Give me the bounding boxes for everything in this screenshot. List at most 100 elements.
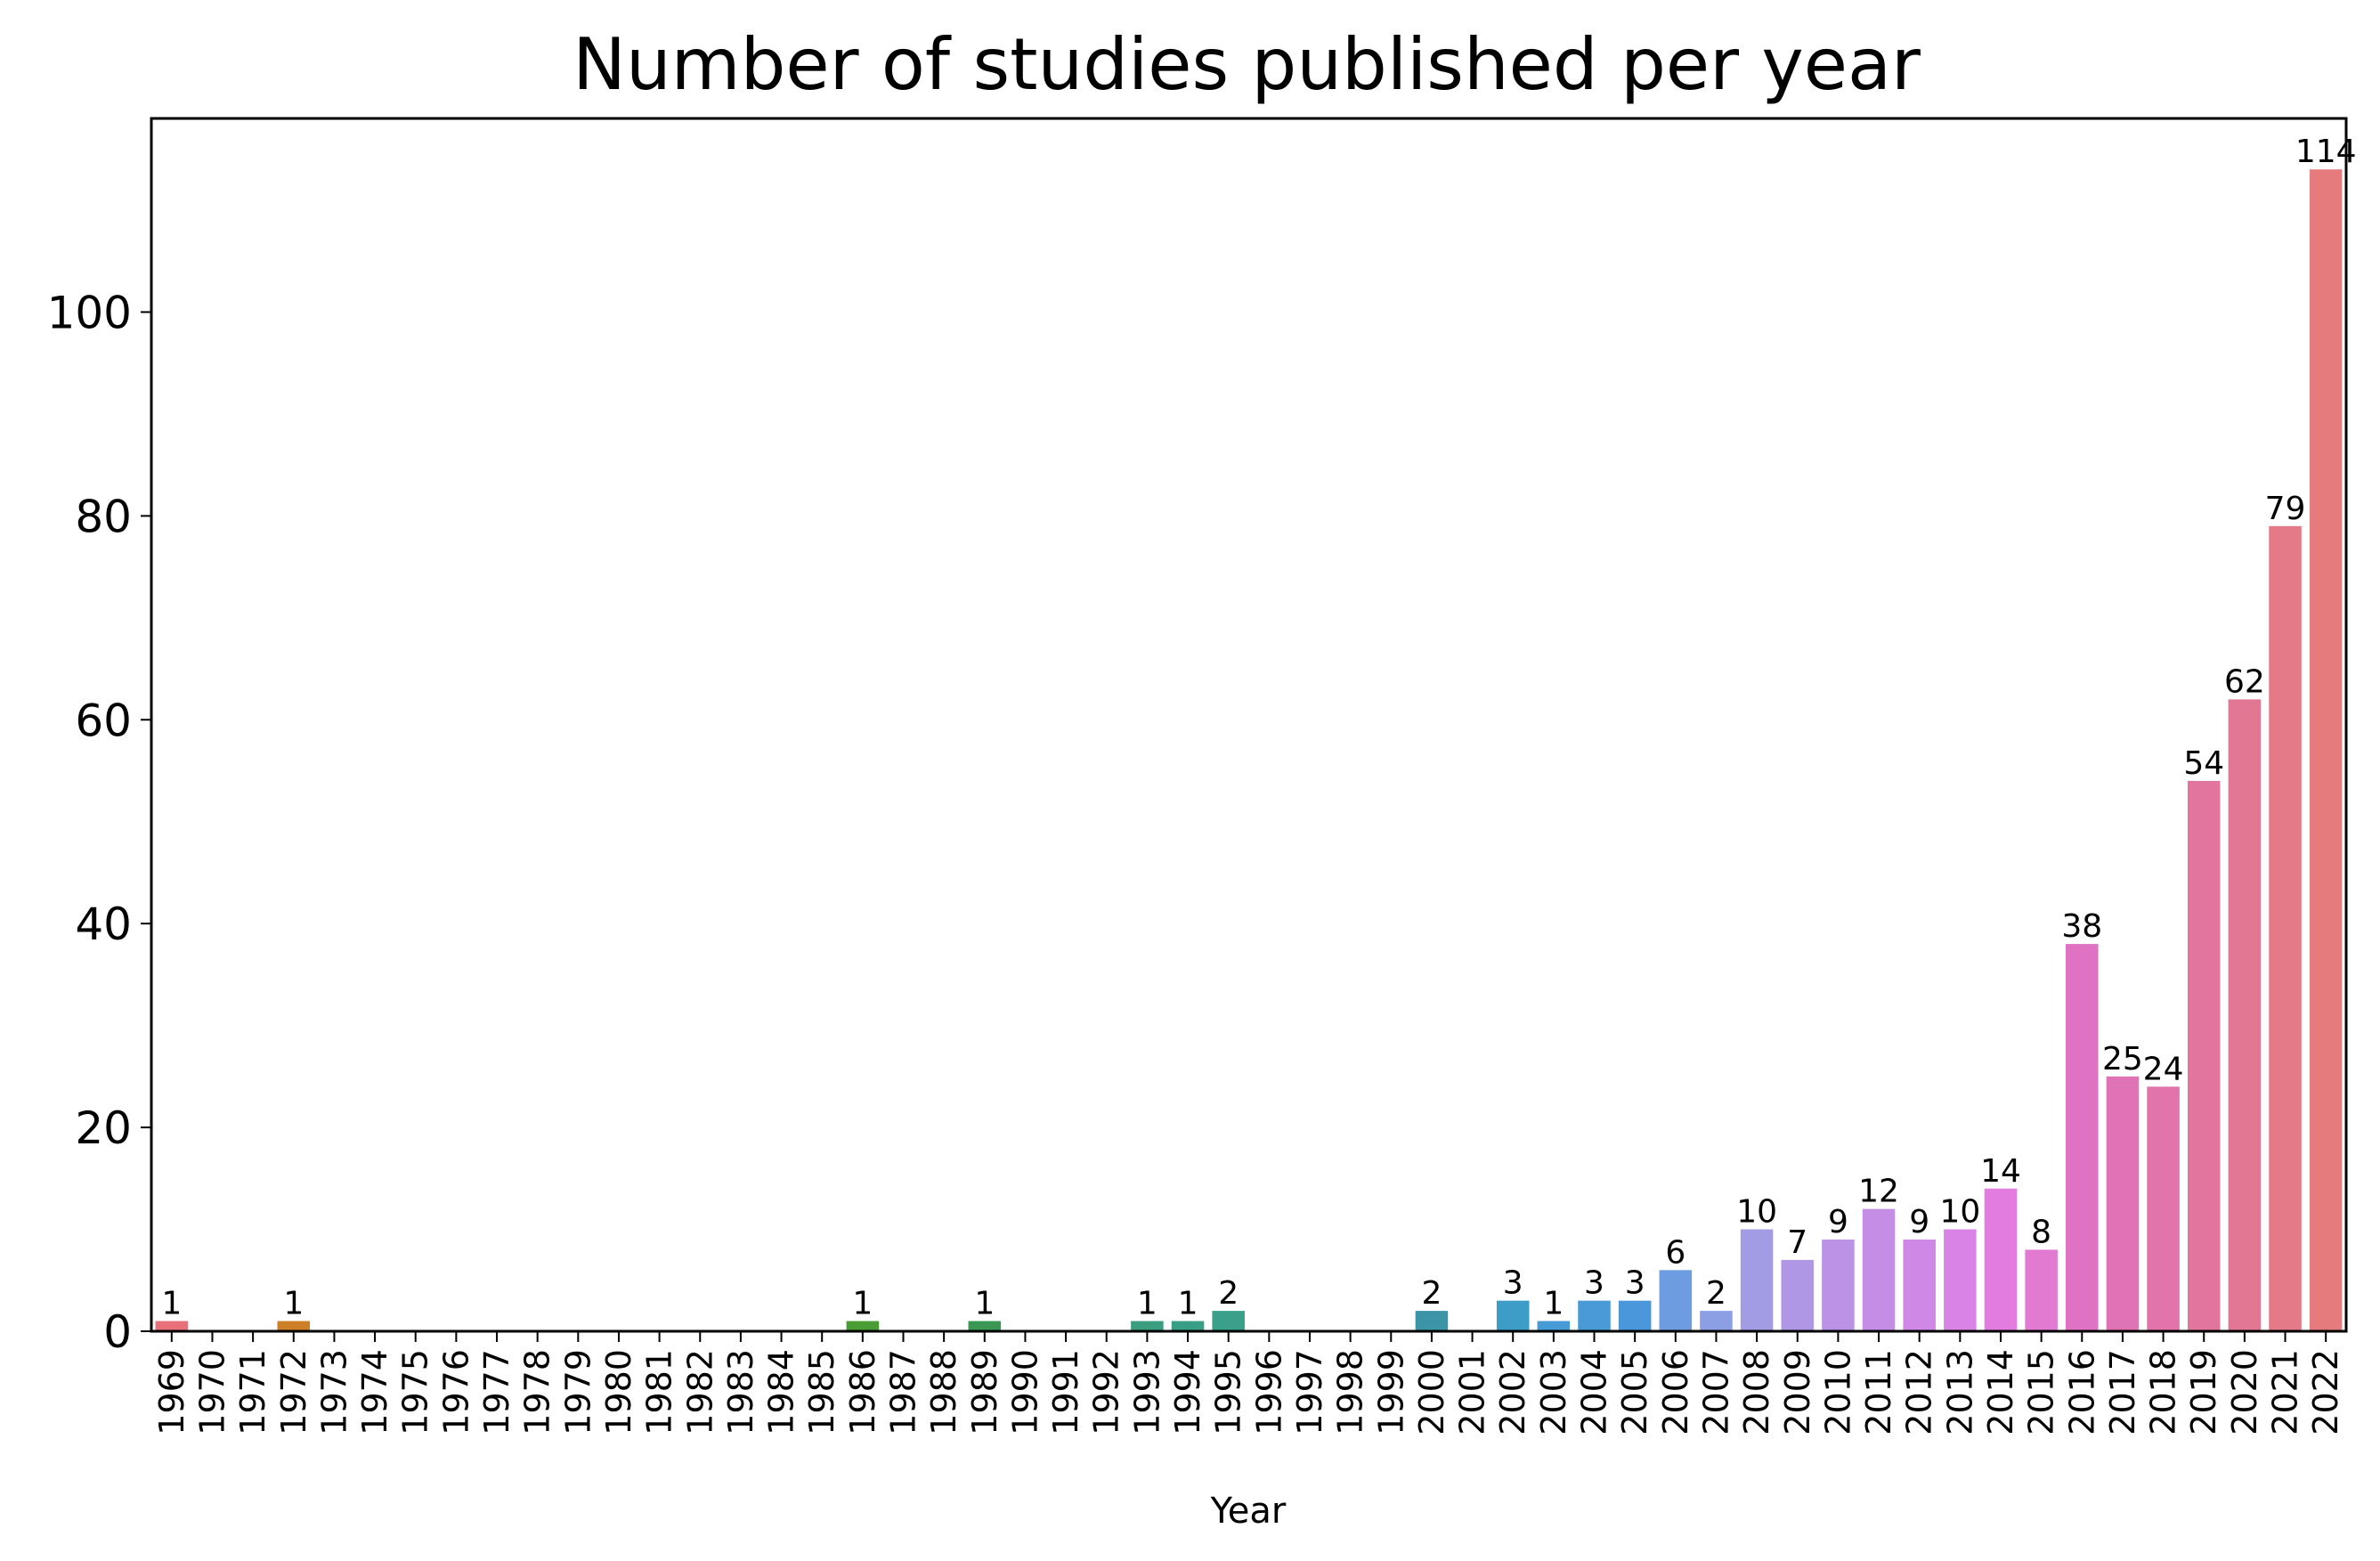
bar-label-2006: 6 [1665,1234,1685,1271]
bar-label-2004: 3 [1584,1265,1604,1302]
bar-2011 [1862,1208,1896,1331]
bar-label-2017: 25 [2102,1041,2143,1077]
bar-2010 [1822,1239,1855,1331]
bar-2021 [2269,525,2302,1331]
x-tick-label-1974: 1974 [355,1349,394,1435]
bar-2004 [1578,1300,1611,1331]
x-tick-label-2000: 2000 [1412,1349,1451,1435]
x-tick-label-1977: 1977 [477,1349,516,1435]
x-tick-label-1988: 1988 [924,1349,963,1435]
x-tick-label-1984: 1984 [762,1349,801,1435]
x-tick-label-1973: 1973 [314,1349,353,1435]
bar-2002 [1496,1300,1530,1331]
x-tick-label-1980: 1980 [599,1349,638,1435]
x-tick-label-2011: 2011 [1859,1349,1898,1435]
x-tick-label-2018: 2018 [2144,1349,2183,1435]
x-tick-label-2006: 2006 [1656,1349,1695,1435]
bar-1994 [1171,1321,1205,1331]
bar-1969 [155,1321,189,1331]
bar-2006 [1659,1270,1693,1331]
bar-label-2016: 38 [2061,908,2102,945]
x-tick-label-2010: 2010 [1818,1349,1857,1435]
x-tick-label-1992: 1992 [1087,1349,1126,1435]
x-tick-label-1998: 1998 [1331,1349,1370,1435]
bar-2000 [1415,1311,1449,1331]
x-tick-label-1986: 1986 [843,1349,882,1435]
bar-2007 [1700,1311,1733,1331]
x-tick-label-2022: 2022 [2306,1349,2345,1435]
bar-label-2008: 10 [1736,1194,1777,1231]
x-tick-label-1991: 1991 [1046,1349,1085,1435]
x-tick-label-1975: 1975 [396,1349,435,1435]
x-tick-label-1970: 1970 [192,1349,232,1435]
bar-label-1969: 1 [161,1286,182,1322]
x-tick-label-1972: 1972 [274,1349,313,1435]
bar-label-1986: 1 [852,1286,873,1322]
x-tick-label-2003: 2003 [1534,1349,1573,1435]
bar-1972 [277,1321,311,1331]
y-axis: 0 20 40 60 80 100 [47,287,151,1358]
bar-2018 [2147,1086,2180,1331]
bar-2013 [1944,1229,1977,1331]
bar-label-2021: 79 [2265,491,2306,527]
y-tick-label-80: 80 [75,491,132,542]
bar-label-2012: 9 [1909,1204,1929,1240]
bar-label-2018: 24 [2143,1051,2184,1087]
y-tick-label-40: 40 [75,898,132,950]
x-tick-label-2001: 2001 [1453,1349,1492,1435]
plot-frame [150,117,2348,1333]
x-tick-label-2014: 2014 [1981,1349,2020,1435]
x-tick-label-1993: 1993 [1127,1349,1166,1435]
bar-2017 [2106,1076,2140,1331]
x-tick-label-2012: 2012 [1900,1349,1939,1435]
bar-label-2002: 3 [1503,1265,1523,1302]
x-tick-label-2017: 2017 [2103,1349,2142,1435]
x-tick-label-2013: 2013 [1940,1349,1979,1435]
x-tick-label-2002: 2002 [1493,1349,1532,1435]
x-tick-label-1969: 1969 [152,1349,191,1435]
x-tick-label-1976: 1976 [436,1349,475,1435]
bar-1993 [1131,1321,1164,1331]
bar-2003 [1537,1321,1571,1331]
bar-label-2003: 1 [1543,1286,1564,1322]
bar-2008 [1740,1229,1774,1331]
x-axis: 1969 1970 1971 1972 1973 1974 1975 1976 1977 1978… [152,1331,2345,1435]
y-tick-label-20: 20 [75,1102,132,1154]
x-tick-label-2019: 2019 [2184,1349,2223,1435]
bar-label-2015: 8 [2031,1214,2051,1250]
x-tick-label-2004: 2004 [1575,1349,1614,1435]
x-tick-label-2016: 2016 [2062,1349,2101,1435]
x-tick-label-2007: 2007 [1696,1349,1735,1435]
x-tick-label-1987: 1987 [883,1349,922,1435]
bar-label-2013: 10 [1939,1194,1980,1231]
chart-title: Number of studies published per year [573,23,1921,106]
bar-label-2007: 2 [1706,1275,1726,1312]
bar-2005 [1618,1300,1652,1331]
x-tick-label-2009: 2009 [1778,1349,1817,1435]
bar-2019 [2187,780,2221,1331]
bar-label-2011: 12 [1858,1174,1899,1210]
x-tick-label-1982: 1982 [680,1349,719,1435]
x-tick-label-1985: 1985 [802,1349,841,1435]
bar-label-2005: 3 [1625,1265,1645,1302]
x-tick-label-2020: 2020 [2225,1349,2264,1435]
x-tick-label-1994: 1994 [1168,1349,1207,1435]
bar-label-2000: 2 [1421,1275,1442,1312]
x-tick-label-1971: 1971 [233,1349,272,1435]
bars-group [155,169,2343,1332]
x-tick-label-1981: 1981 [640,1349,679,1435]
x-tick-label-1989: 1989 [965,1349,1004,1435]
bar-1995 [1212,1311,1245,1331]
x-tick-label-1990: 1990 [1005,1349,1044,1435]
bar-label-2010: 9 [1828,1204,1848,1240]
x-tick-label-2021: 2021 [2266,1349,2305,1435]
x-tick-label-1979: 1979 [558,1349,597,1435]
bar-label-1994: 1 [1178,1286,1198,1322]
bar-label-1972: 1 [283,1286,304,1322]
bar-label-2014: 14 [1980,1153,2021,1190]
bar-2012 [1903,1239,1936,1331]
bar-2014 [1984,1188,2018,1331]
x-tick-label-1995: 1995 [1209,1349,1248,1435]
